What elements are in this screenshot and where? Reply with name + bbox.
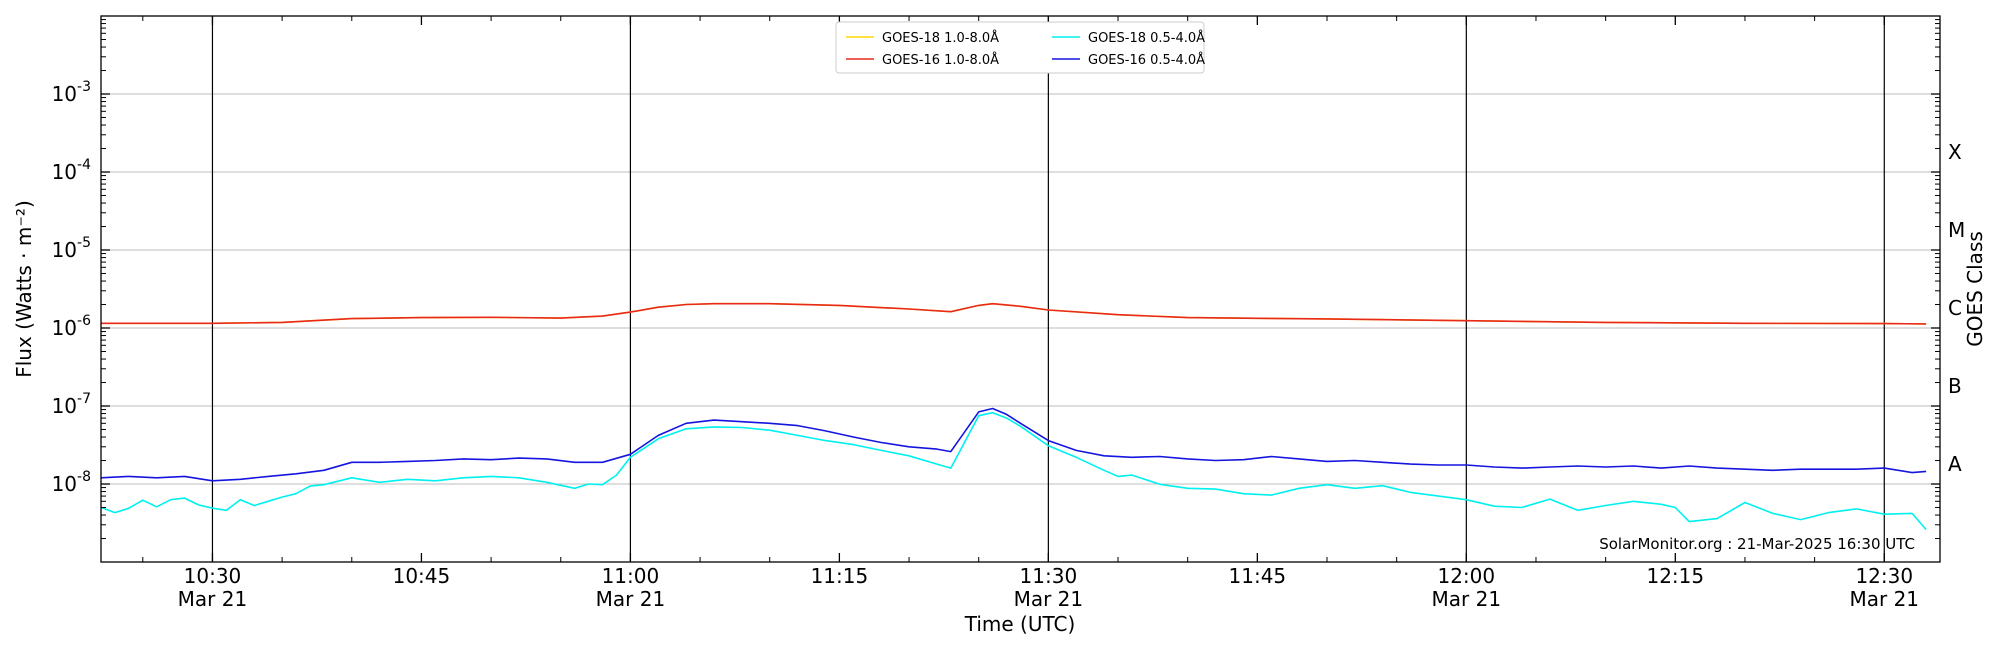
- legend-box: [835, 21, 1205, 74]
- goes-class-label: X: [1948, 140, 1962, 164]
- legend-label-3: GOES-16 0.5-4.0Å: [1088, 52, 1205, 68]
- x-tick-label: 11:45: [1229, 564, 1287, 588]
- y-tick-exponent: -4: [77, 157, 91, 173]
- goes-class-label: C: [1948, 296, 1962, 320]
- x-tick-date-label: Mar 21: [1432, 587, 1502, 611]
- x-tick-label: 12:15: [1646, 564, 1704, 588]
- y-tick-exponent: -7: [77, 391, 91, 407]
- goes-class-label: M: [1948, 218, 1965, 242]
- plot-frame: [100, 15, 1941, 563]
- x-tick-label: 12:00: [1437, 564, 1495, 588]
- x-tick-date-label: Mar 21: [178, 587, 248, 611]
- y-tick-label: 10-6: [52, 313, 92, 340]
- legend: GOES-18 1.0-8.0Å GOES-16 1.0-8.0Å GOES-18 …: [835, 21, 1205, 74]
- x-tick-date-label: Mar 21: [1849, 587, 1919, 611]
- legend-label-2: GOES-18 0.5-4.0Å: [1088, 30, 1205, 46]
- y-tick-exponent: -6: [77, 313, 91, 329]
- goes-class-label: A: [1948, 452, 1962, 476]
- legend-label-1: GOES-16 1.0-8.0Å: [882, 52, 999, 68]
- x-tick-date-label: Mar 21: [596, 587, 666, 611]
- tick-layer: [101, 16, 1940, 562]
- credit-text: SolarMonitor.org : 21-Mar-2025 16:30 UTC: [1599, 535, 1915, 553]
- y-tick-exponent: -8: [77, 469, 91, 485]
- x-tick-label: 11:00: [602, 564, 660, 588]
- series-line-2: [100, 411, 1927, 531]
- y-tick-exponent: -5: [77, 235, 91, 251]
- x-tick-label: 10:45: [393, 564, 451, 588]
- x-tick-label: 11:15: [811, 564, 869, 588]
- x-tick-label: 10:30: [184, 564, 242, 588]
- vertical-time-lines: [211, 16, 1885, 562]
- x-tick-date-label: Mar 21: [1014, 587, 1084, 611]
- y-tick-label: 10-7: [52, 391, 91, 418]
- y-axis-label: Flux (Watts · m⁻²): [12, 200, 36, 378]
- series-line-3: [100, 407, 1927, 482]
- goes-class-label: B: [1948, 374, 1962, 398]
- grid-layer: [101, 93, 1940, 485]
- x-tick-label: 11:30: [1020, 564, 1078, 588]
- series-line-1: [101, 302, 1927, 325]
- series-layer: [100, 302, 1927, 531]
- goes-class-axis-label: GOES Class: [1963, 231, 1987, 347]
- goes-class-labels: A B C M X: [1948, 140, 1965, 476]
- x-tick-label: 12:30: [1855, 564, 1913, 588]
- legend-label-0: GOES-18 1.0-8.0Å: [882, 30, 999, 46]
- x-axis-label: Time (UTC): [964, 612, 1076, 636]
- y-tick-exponent: -3: [77, 79, 91, 95]
